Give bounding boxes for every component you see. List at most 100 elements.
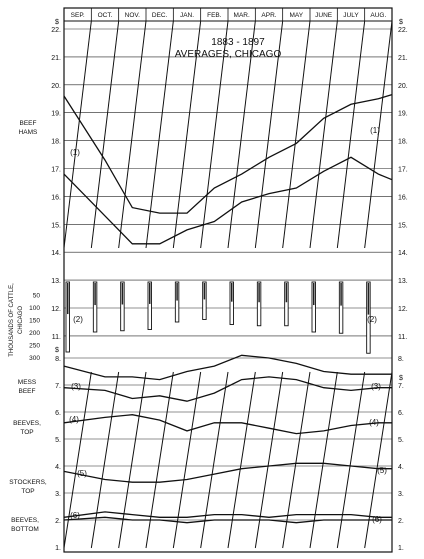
- y-tick-label-upper-left: 16.: [51, 194, 61, 201]
- month-label: MAR.: [234, 12, 250, 19]
- y-tick-label-lower-left: 5.: [55, 437, 61, 444]
- y-tick-label-upper-right: 17.: [398, 167, 408, 174]
- y-tick-label-lower-right: 6.: [398, 410, 404, 417]
- y-tick-label-upper-left: 19.: [51, 111, 61, 118]
- y-tick-label-lower-left: 2.: [55, 518, 61, 525]
- y-tick-label-upper-right: 20.: [398, 83, 408, 90]
- y-tick-label-upper-left: 18.: [51, 139, 61, 146]
- beef-hams-line-high: [63, 93, 393, 214]
- month-diagonal-lower: [364, 371, 393, 549]
- y-tick-label-upper-left: 21.: [51, 55, 61, 62]
- month-diagonal-upper: [254, 20, 284, 249]
- label-mess-beef-2: BEEF: [19, 388, 36, 395]
- beeves-top-line: [63, 414, 392, 435]
- cattle-receipts-bar-fill: [176, 283, 178, 301]
- cattle-receipts-bar: [338, 281, 344, 334]
- cattle-tick-label: 50: [33, 293, 41, 300]
- month-diagonal-lower: [145, 371, 174, 549]
- month-label: FEB.: [207, 12, 222, 19]
- y-tick-label-lower-left: 8.: [55, 356, 61, 363]
- cattle-receipts-bar-fill: [121, 283, 124, 305]
- month-diagonal-upper: [118, 20, 147, 249]
- y-tick-label-lower-right: 2.: [398, 518, 404, 525]
- series-marker-label: (6): [372, 515, 382, 524]
- y-tick-label-upper-right: 13.: [398, 278, 408, 285]
- month-diagonal-upper: [63, 20, 92, 249]
- series-marker-label: (2): [73, 315, 83, 324]
- y-tick-label-upper-right: 11.: [398, 334, 407, 341]
- y-tick-label-lower-right: 7.: [398, 383, 404, 390]
- label-beef-hams-2: HAMS: [19, 129, 38, 136]
- cattle-tick-label: 150: [29, 318, 40, 325]
- cattle-receipts-bar-fill: [67, 283, 69, 315]
- y-tick-label-upper-left: 12.: [51, 306, 61, 313]
- cattle-receipts-bar-fill: [149, 283, 151, 304]
- month-diagonal-lower: [90, 371, 120, 549]
- dollar-sign-lower-left: $: [55, 347, 59, 354]
- y-tick-label-lower-left: 7.: [55, 383, 61, 390]
- cattle-receipts-bar: [284, 281, 289, 327]
- month-label: MAY: [290, 12, 304, 19]
- dollar-sign-upper-right: $: [399, 19, 403, 26]
- y-tick-label-upper-left: 11.: [52, 334, 61, 341]
- chart-title: 1883 - 1897: [211, 37, 265, 48]
- month-diagonal-lower: [336, 371, 366, 549]
- y-tick-label-upper-right: 15.: [398, 222, 408, 229]
- y-tick-label-lower-right: 4.: [398, 464, 404, 471]
- cattle-receipts-bar: [366, 281, 371, 354]
- cattle-receipts-bar: [256, 281, 262, 327]
- month-diagonal-upper: [364, 20, 393, 249]
- y-tick-label-upper-left: 15.: [51, 222, 61, 229]
- cattle-receipts-bar: [311, 281, 316, 333]
- month-diagonal-upper: [90, 20, 120, 249]
- mess-beef-line-high: [63, 354, 392, 381]
- cattle-receipts-bar: [92, 281, 98, 333]
- cattle-receipts-bar-fill: [94, 283, 96, 306]
- series-marker-label: (1): [70, 148, 80, 157]
- series-marker-label: (4): [69, 415, 79, 424]
- series-marker-label: (2): [367, 315, 377, 324]
- series-marker-label: (3): [71, 382, 81, 391]
- month-diagonal-upper: [227, 20, 256, 249]
- cattle-receipts-bar: [65, 281, 70, 353]
- series-marker-label: (6): [70, 511, 80, 520]
- cattle-receipts-bar: [202, 281, 207, 320]
- series-marker-label: (5): [377, 466, 387, 475]
- cattle-receipts-bar-fill: [285, 283, 288, 303]
- y-tick-label-lower-right: 3.: [398, 491, 404, 498]
- cattle-receipts-bar: [120, 281, 125, 332]
- month-diagonal-lower: [282, 371, 311, 549]
- y-tick-label-upper-left: 14.: [51, 250, 61, 257]
- month-diagonal-lower: [172, 371, 202, 549]
- beeves-bottom-line-high: [63, 511, 392, 518]
- month-label: NOV.: [125, 12, 140, 19]
- y-tick-label-upper-right: 21.: [398, 55, 408, 62]
- y-tick-label-upper-right: 18.: [398, 139, 408, 146]
- mess-beef-line-low: [63, 376, 392, 402]
- y-tick-label-lower-right: 1.: [398, 545, 404, 552]
- label-cattle-axis-1: THOUSANDS OF CATTLE,: [9, 283, 15, 357]
- y-tick-label-upper-left: 17.: [51, 167, 61, 174]
- cattle-receipts-bar-fill: [340, 283, 342, 306]
- cattle-receipts-bar: [229, 281, 234, 325]
- y-tick-label-lower-right: 8.: [398, 356, 404, 363]
- dollar-sign-lower-right: $: [399, 375, 403, 382]
- label-mess-beef-1: MESS: [18, 379, 37, 386]
- month-diagonal-lower: [309, 371, 338, 549]
- month-diagonal-upper: [336, 20, 366, 249]
- y-tick-label-upper-right: 19.: [398, 111, 408, 118]
- label-cattle-axis-2: CHICAGO: [18, 306, 24, 334]
- label-beeves-bottom-2: BOTTOM: [11, 526, 39, 533]
- y-tick-label-lower-right: 5.: [398, 437, 404, 444]
- cattle-receipts-bar-fill: [313, 283, 315, 306]
- cattle-tick-label: 250: [29, 343, 40, 350]
- dollar-sign-upper-left: $: [55, 19, 59, 26]
- label-beef-hams-1: BEEF: [20, 120, 37, 127]
- series-marker-label: (3): [371, 382, 381, 391]
- cattle-tick-label: 200: [29, 330, 40, 337]
- label-beeves-bottom-1: BEEVES,: [11, 517, 39, 524]
- y-tick-label-lower-left: 6.: [55, 410, 61, 417]
- month-diagonal-lower: [200, 371, 229, 549]
- cattle-receipts-bar-fill: [231, 283, 233, 302]
